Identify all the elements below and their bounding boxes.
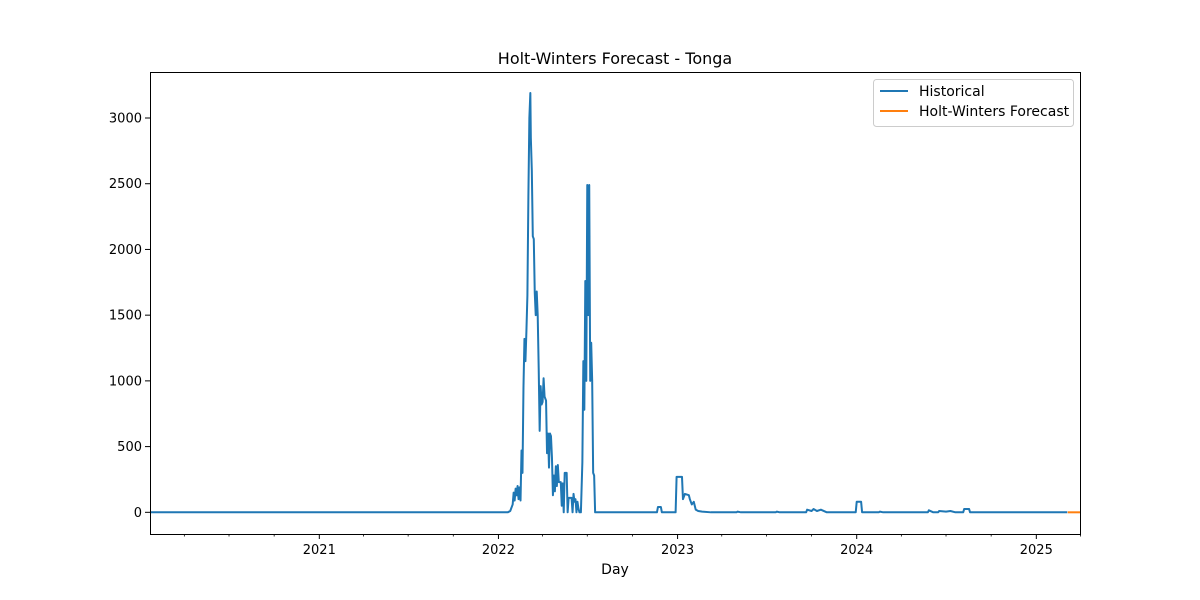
y-tick-label: 3000 bbox=[109, 112, 142, 127]
y-tick-label: 2000 bbox=[109, 243, 142, 258]
x-tick-label: 2025 bbox=[1020, 543, 1053, 558]
x-axis: 2021 2022 2023 2024 2025 bbox=[183, 534, 1081, 558]
legend-box bbox=[873, 79, 1074, 127]
x-tick-label: 2021 bbox=[303, 543, 336, 558]
historical-series-line bbox=[150, 92, 1068, 514]
chart-title: Holt-Winters Forecast - Tonga bbox=[498, 49, 732, 68]
y-tick-label: 0 bbox=[134, 506, 142, 521]
series-layer bbox=[150, 92, 1080, 514]
x-tick-label: 2024 bbox=[840, 543, 873, 558]
legend-label-historical: Historical bbox=[919, 84, 985, 100]
y-axis: 0 500 1000 1500 2000 2500 3000 bbox=[109, 112, 150, 521]
axes-frame bbox=[150, 72, 1081, 535]
legend: Historical Holt-Winters Forecast bbox=[873, 79, 1074, 127]
x-axis-label: Day bbox=[601, 562, 629, 578]
y-tick-label: 1000 bbox=[109, 374, 142, 389]
plot-area bbox=[150, 72, 1081, 535]
y-tick-label: 2500 bbox=[109, 177, 142, 192]
legend-label-forecast: Holt-Winters Forecast bbox=[919, 104, 1070, 120]
x-tick-label: 2023 bbox=[661, 543, 694, 558]
y-tick-label: 1500 bbox=[109, 309, 142, 324]
y-tick-label: 500 bbox=[117, 440, 142, 455]
x-tick-label: 2022 bbox=[482, 543, 515, 558]
